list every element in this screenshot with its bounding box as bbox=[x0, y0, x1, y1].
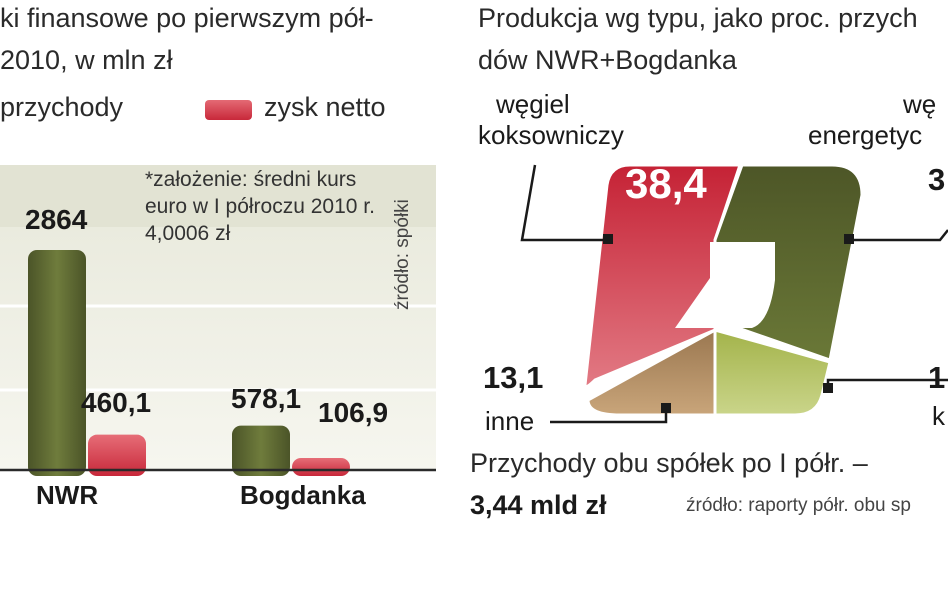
label-coking-line2: koksowniczy bbox=[478, 120, 624, 150]
label-fourth: k bbox=[932, 401, 945, 431]
bars-group bbox=[28, 250, 350, 476]
bar-bogdanka-profit bbox=[292, 458, 350, 476]
left-title-line2: 2010, w mln zł bbox=[0, 45, 173, 75]
legend-profit-swatch bbox=[205, 100, 252, 120]
right-title-line2: dów NWR+Bogdanka bbox=[478, 45, 737, 75]
pie-center-hole bbox=[675, 242, 775, 328]
legend-profit-label: zysk netto bbox=[264, 92, 386, 122]
note-line2: euro w I półroczu 2010 r. bbox=[145, 195, 375, 218]
label-energy-line1: wę bbox=[903, 89, 937, 119]
pie-value-fourth: 1 bbox=[928, 360, 946, 395]
note-line1: *założenie: średni kurs bbox=[145, 168, 357, 191]
leader-energy bbox=[848, 229, 948, 242]
label-other: inne bbox=[485, 406, 535, 436]
value-label-bogdanka-revenue: 578,1 bbox=[231, 383, 302, 414]
category-label-nwr: NWR bbox=[36, 480, 99, 510]
bar-bogdanka-revenue bbox=[232, 425, 290, 476]
pie-value-coking: 38,4 bbox=[625, 160, 707, 207]
note-line3: 4,0006 zł bbox=[145, 222, 231, 245]
left-title-line1: ki finansowe po pierwszym pół- bbox=[0, 3, 374, 33]
left-source: źródło: spółki bbox=[392, 199, 413, 310]
leader-coking-dot bbox=[603, 234, 613, 244]
right-title-line1: Produkcja wg typu, jako proc. przych bbox=[478, 3, 918, 33]
label-coking-line1: węgiel bbox=[496, 89, 570, 119]
plot-band-top bbox=[0, 165, 436, 227]
leader-coking bbox=[520, 164, 610, 242]
bar-nwr-revenue bbox=[28, 250, 86, 476]
revenue-subtitle: Przychody obu spółek po I półr. – bbox=[470, 448, 868, 478]
value-label-nwr-profit: 460,1 bbox=[81, 387, 152, 418]
slice-fourth bbox=[713, 328, 832, 417]
slice-other bbox=[586, 327, 717, 417]
leader-other-dot bbox=[661, 403, 671, 413]
value-label-bogdanka-profit: 106,9 bbox=[318, 397, 389, 428]
bar-chart bbox=[0, 165, 436, 476]
right-source: źródło: raporty półr. obu sp bbox=[686, 495, 911, 516]
label-energy-line2: energetyc bbox=[808, 120, 923, 150]
production-pie bbox=[520, 163, 948, 424]
leader-fourth-dot bbox=[823, 383, 833, 393]
revenue-total: 3,44 mld zł bbox=[470, 490, 607, 520]
legend-revenue-label: przychody bbox=[0, 92, 124, 122]
pie-value-other: 13,1 bbox=[483, 360, 544, 395]
category-label-bogdanka: Bogdanka bbox=[240, 480, 366, 510]
pie-value-energy: 3 bbox=[928, 162, 946, 197]
slice-coking bbox=[583, 163, 743, 389]
bar-nwr-profit bbox=[88, 434, 146, 476]
leader-energy-dot bbox=[844, 234, 854, 244]
value-label-nwr-revenue: 2864 bbox=[25, 204, 88, 235]
